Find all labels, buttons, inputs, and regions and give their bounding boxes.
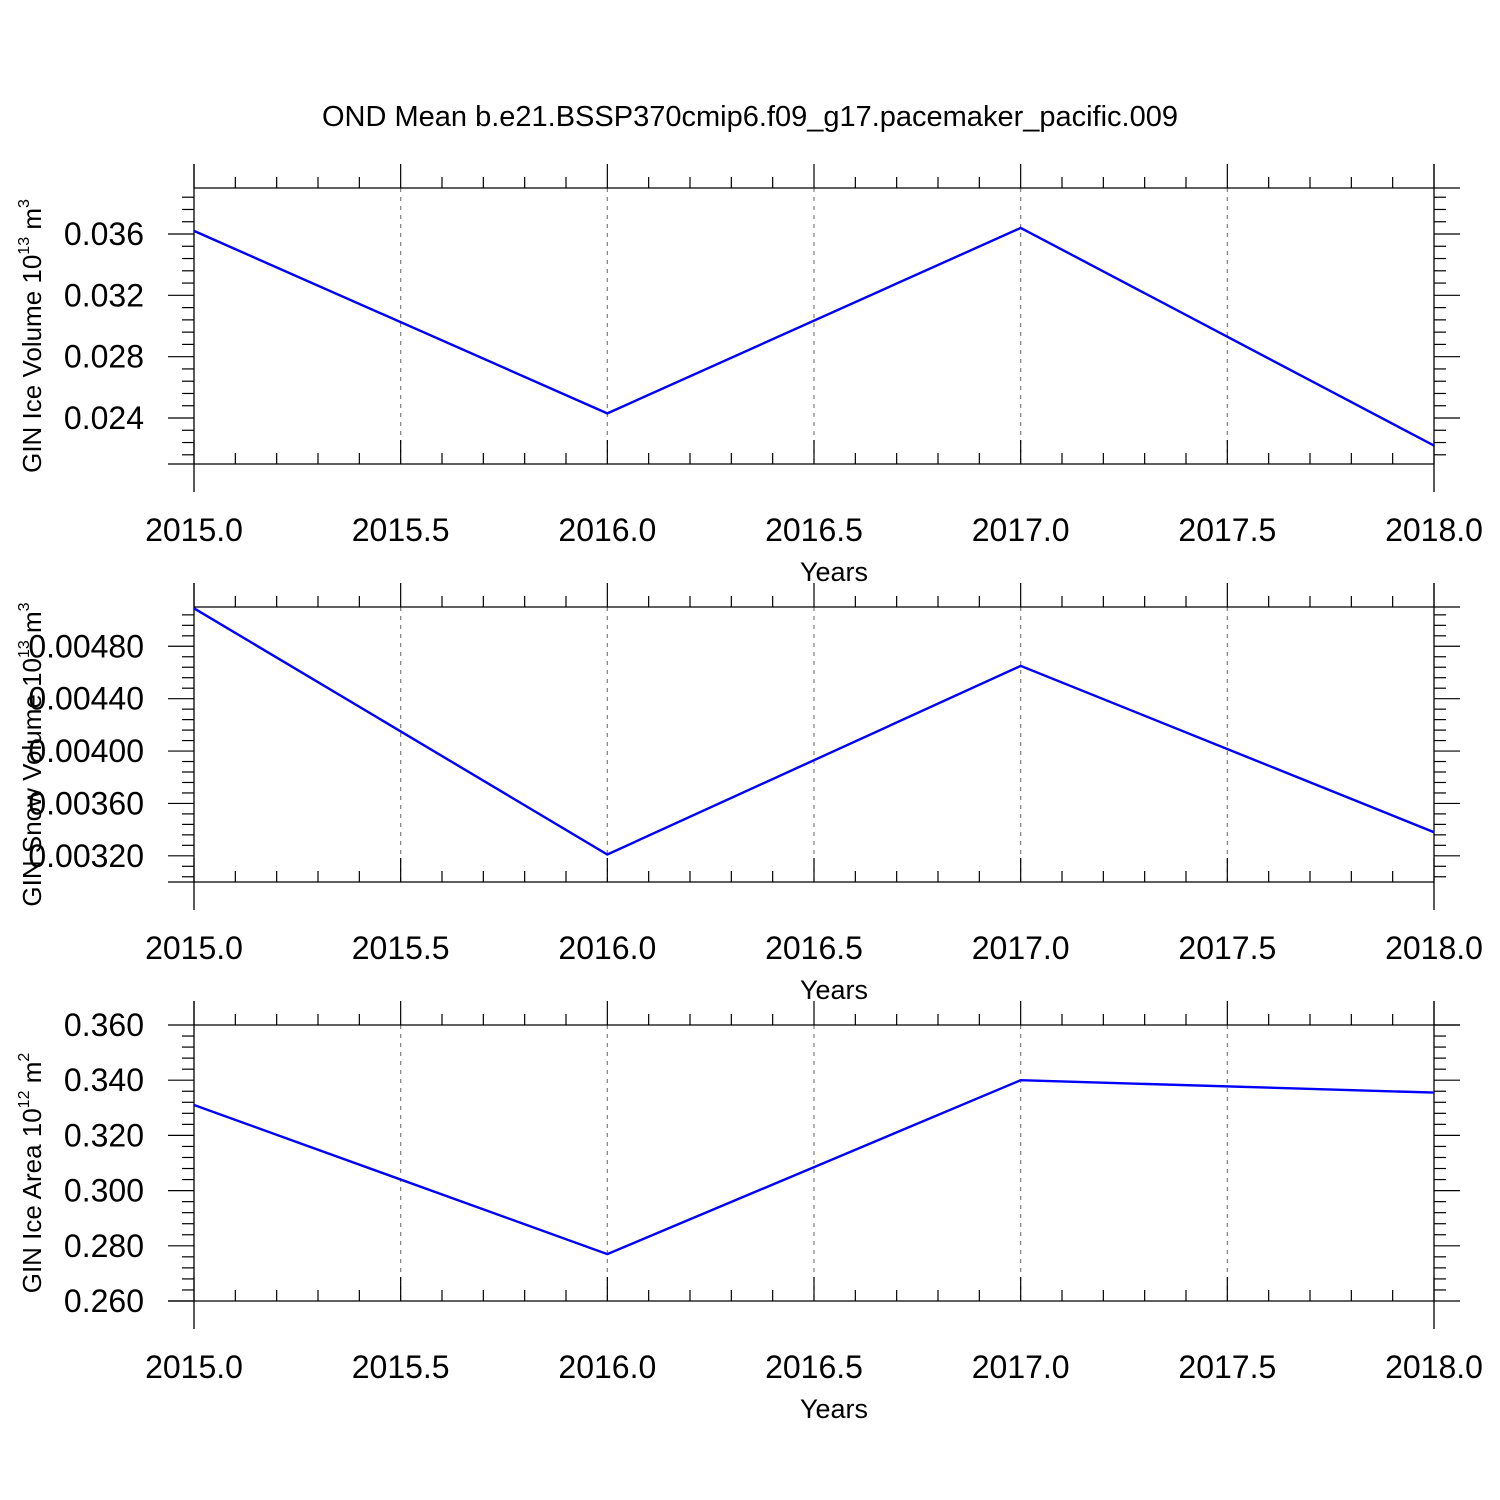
y-axis-label: GIN Snow Volume 1013 m3 <box>16 602 47 906</box>
y-axis-label-unit: m <box>17 1062 47 1091</box>
x-tick-label: 2015.5 <box>352 930 450 966</box>
series-line <box>194 226 1434 447</box>
y-tick-label: 0.00480 <box>28 628 144 664</box>
series-line <box>194 607 1434 856</box>
series-line <box>194 1078 1434 1256</box>
figure-title: OND Mean b.e21.BSSP370cmip6.f09_g17.pace… <box>322 101 1178 133</box>
y-tick-label: 0.280 <box>64 1228 144 1264</box>
y-axis-label-unit: m <box>17 611 47 640</box>
x-tick-label: 2016.5 <box>765 512 863 548</box>
x-axis-label: Years <box>800 975 868 1005</box>
y-axis-label-unit-exp: 2 <box>16 1053 33 1062</box>
y-tick-label: 0.00440 <box>28 681 144 717</box>
y-tick-label: 0.360 <box>64 1007 144 1043</box>
y-tick-label: 0.260 <box>64 1283 144 1319</box>
y-axis-label: GIN Ice Area 1012 m2 <box>16 1053 47 1294</box>
x-tick-label: 2015.0 <box>145 930 243 966</box>
y-axis-label-exp: 13 <box>16 640 33 658</box>
y-tick-label: 0.036 <box>64 216 144 252</box>
x-tick-label: 2017.5 <box>1178 1349 1276 1385</box>
x-tick-label: 2018.0 <box>1385 1349 1483 1385</box>
x-tick-label: 2015.5 <box>352 1349 450 1385</box>
x-tick-label: 2016.5 <box>765 930 863 966</box>
panel-1: 2015.0 2015.5 2016.0 2016.5 2017.0 2017.5 2018… <box>16 164 1483 587</box>
y-tick-label: 0.00320 <box>28 838 144 874</box>
x-tick-label: 2017.0 <box>972 1349 1070 1385</box>
x-tick-label: 2015.0 <box>145 512 243 548</box>
x-tick-label: 2017.0 <box>972 930 1070 966</box>
y-axis-label-exp: 12 <box>16 1090 33 1108</box>
panels: 2015.0 2015.5 2016.0 2016.5 2017.0 2017.5 2018… <box>16 164 1483 1424</box>
x-axis-label: Years <box>800 557 868 587</box>
x-tick-label: 2015.0 <box>145 1349 243 1385</box>
x-tick-label: 2017.5 <box>1178 930 1276 966</box>
x-tick-label: 2016.0 <box>558 1349 656 1385</box>
y-tick-label: 0.00360 <box>28 785 144 821</box>
x-tick-label: 2017.0 <box>972 512 1070 548</box>
x-axis-label: Years <box>800 1394 868 1424</box>
x-tick-label: 2016.0 <box>558 512 656 548</box>
panel-3: 2015.0 2015.5 2016.0 2016.5 2017.0 2017.5 2018… <box>16 1001 1483 1424</box>
y-tick-label: 0.00400 <box>28 733 144 769</box>
x-tick-label: 2015.5 <box>352 512 450 548</box>
y-tick-label: 0.300 <box>64 1173 144 1209</box>
y-tick-label: 0.320 <box>64 1117 144 1153</box>
y-axis-label-exp: 13 <box>16 237 33 255</box>
x-tick-label: 2016.5 <box>765 1349 863 1385</box>
y-axis-label-text: GIN Ice Area 10 <box>17 1108 47 1293</box>
x-tick-label: 2018.0 <box>1385 512 1483 548</box>
panel-2: 2015.0 2015.5 2016.0 2016.5 2017.0 2017.5 2018… <box>16 583 1483 1005</box>
y-axis-label-unit-exp: 3 <box>16 602 33 611</box>
y-axis-label-text: GIN Snow Volume 10 <box>17 658 47 907</box>
y-axis-label: GIN Ice Volume 1013 m3 <box>16 199 47 473</box>
y-tick-label: 0.032 <box>64 277 144 313</box>
y-tick-label: 0.024 <box>64 400 144 436</box>
y-tick-label: 0.028 <box>64 339 144 375</box>
x-tick-label: 2016.0 <box>558 930 656 966</box>
y-axis-label-unit-exp: 3 <box>16 199 33 208</box>
y-axis-label-unit: m <box>17 208 47 237</box>
x-tick-label: 2017.5 <box>1178 512 1276 548</box>
x-tick-label: 2018.0 <box>1385 930 1483 966</box>
y-axis-label-text: GIN Ice Volume 10 <box>17 255 47 473</box>
y-tick-label: 0.340 <box>64 1062 144 1098</box>
